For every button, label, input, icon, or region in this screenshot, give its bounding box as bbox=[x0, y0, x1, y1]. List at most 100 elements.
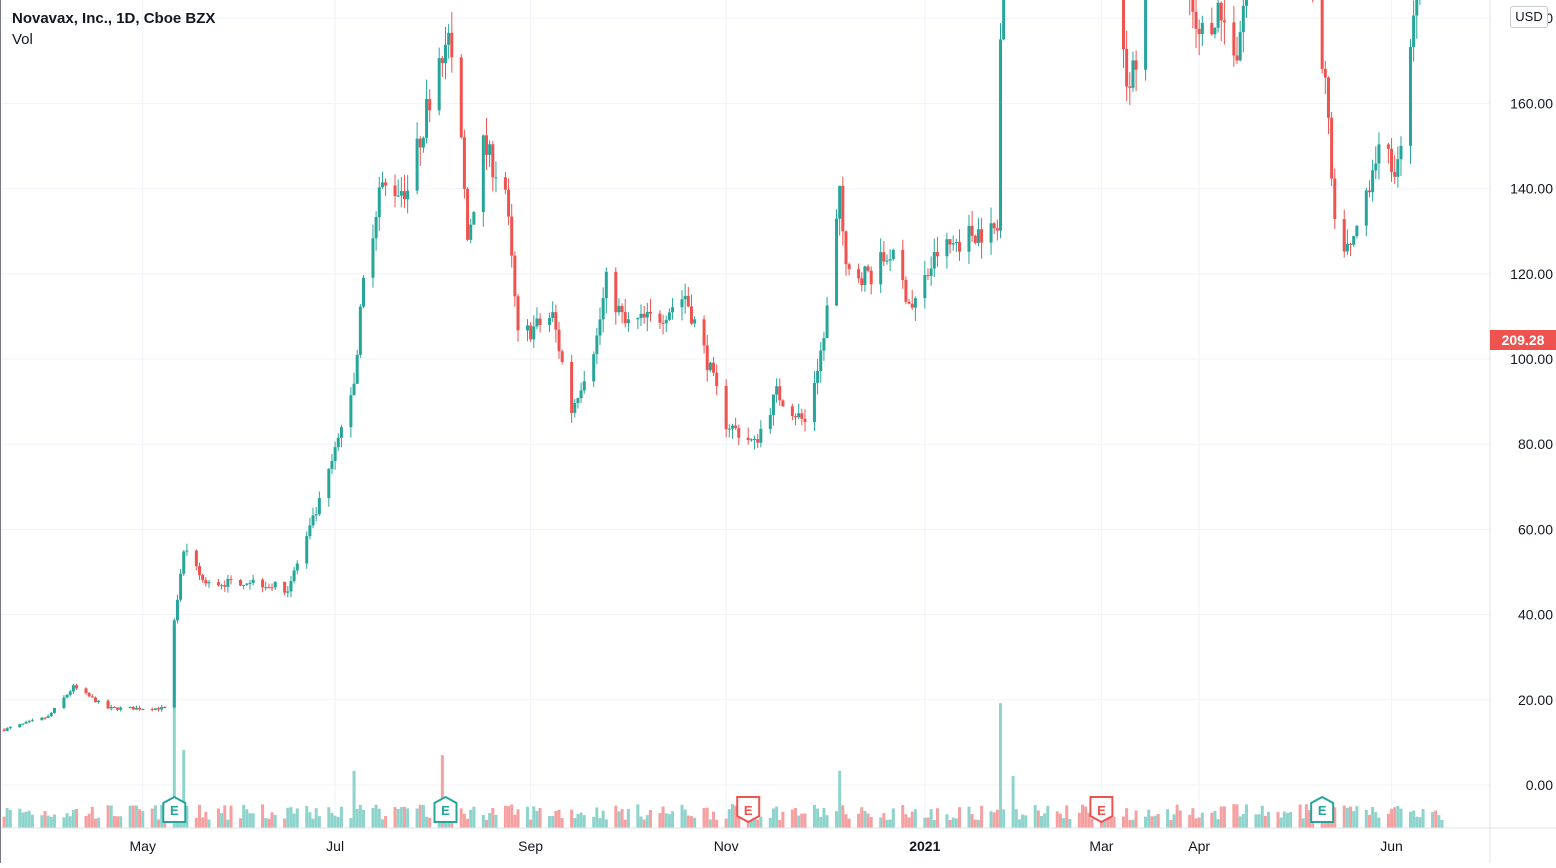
volume-bar bbox=[216, 808, 220, 828]
volume-bar bbox=[1087, 812, 1091, 828]
candle-body bbox=[803, 418, 807, 423]
volume-bar bbox=[418, 804, 422, 828]
candle-body bbox=[693, 319, 697, 324]
candle-body bbox=[261, 579, 265, 588]
candle-body bbox=[1330, 117, 1334, 179]
volume-bars bbox=[2, 625, 1444, 828]
candle-body bbox=[525, 325, 529, 331]
candle-body bbox=[207, 582, 211, 584]
volume-bar bbox=[242, 804, 246, 828]
volume-bar bbox=[790, 809, 794, 828]
volume-bar bbox=[8, 809, 12, 828]
earnings-marker-icon[interactable]: E bbox=[1310, 795, 1335, 823]
volume-bar bbox=[466, 818, 470, 828]
volume-bar bbox=[573, 817, 577, 828]
candle-body bbox=[84, 688, 88, 693]
volume-bar bbox=[27, 810, 31, 828]
candle-body bbox=[1386, 144, 1390, 149]
earnings-marker-icon[interactable]: E bbox=[736, 796, 761, 824]
candle-body bbox=[141, 709, 145, 711]
volume-bar bbox=[951, 817, 955, 828]
candle-body bbox=[835, 218, 839, 306]
volume-bar bbox=[1200, 812, 1204, 828]
volume-bar bbox=[1367, 814, 1371, 828]
candle-body bbox=[270, 587, 274, 589]
volume-bar bbox=[43, 811, 47, 828]
volume-bar bbox=[1178, 810, 1182, 828]
candle-body bbox=[730, 425, 734, 429]
volume-bar bbox=[614, 805, 618, 828]
candle-body bbox=[513, 255, 517, 297]
volume-bar bbox=[153, 805, 157, 828]
volume-bar bbox=[399, 807, 403, 828]
volume-bar bbox=[1257, 814, 1261, 828]
candle-body bbox=[595, 335, 599, 355]
candle-body bbox=[119, 707, 123, 710]
volume-bar bbox=[273, 814, 277, 828]
candle-body bbox=[336, 437, 340, 448]
grid-lines bbox=[0, 0, 1490, 828]
candle-body bbox=[71, 685, 75, 692]
candle-body bbox=[516, 296, 520, 331]
candle-body bbox=[1235, 55, 1239, 61]
volume-bar bbox=[440, 755, 444, 828]
volume-bar bbox=[229, 805, 233, 828]
volume-bar bbox=[705, 807, 709, 828]
volume-bar bbox=[1412, 810, 1416, 828]
earnings-marker-icon[interactable]: E bbox=[162, 795, 187, 823]
volume-bar bbox=[71, 809, 75, 828]
candle-body bbox=[138, 707, 142, 710]
volume-bar bbox=[1175, 804, 1179, 828]
candle-body bbox=[339, 427, 343, 438]
candle-body bbox=[1238, 32, 1242, 61]
volume-bar bbox=[1282, 811, 1286, 828]
earnings-marker-label: E bbox=[170, 803, 179, 818]
volume-bar bbox=[1194, 818, 1198, 828]
volume-bar bbox=[116, 816, 120, 828]
volume-bar bbox=[1216, 819, 1220, 828]
volume-bar bbox=[333, 815, 337, 828]
volume-bar bbox=[980, 805, 984, 828]
volume-bar bbox=[1197, 817, 1201, 828]
candle-body bbox=[598, 319, 602, 336]
candle-body bbox=[1393, 171, 1397, 177]
candle-body bbox=[951, 243, 955, 245]
candle-body bbox=[267, 587, 271, 589]
volume-bar bbox=[1396, 805, 1400, 828]
volume-bar bbox=[1144, 816, 1148, 828]
candle-body bbox=[958, 241, 962, 252]
candle-body bbox=[661, 322, 665, 324]
volume-bar bbox=[182, 750, 186, 828]
candle-body bbox=[109, 706, 113, 709]
candle-body bbox=[614, 271, 618, 313]
volume-bar bbox=[775, 806, 779, 828]
volume-bar bbox=[954, 818, 958, 828]
volume-bar bbox=[371, 807, 375, 828]
volume-bar bbox=[239, 818, 243, 828]
candle-body bbox=[201, 575, 205, 581]
candle-body bbox=[620, 305, 624, 313]
volume-bar bbox=[992, 812, 996, 828]
candle-body bbox=[954, 241, 958, 244]
earnings-marker-icon[interactable]: E bbox=[433, 795, 458, 823]
volume-bar bbox=[554, 810, 558, 828]
volume-bar bbox=[185, 806, 189, 828]
volume-bar bbox=[967, 806, 971, 828]
currency-button[interactable]: USD bbox=[1510, 6, 1548, 28]
candle-body bbox=[292, 570, 296, 582]
candle-body bbox=[5, 728, 9, 731]
candle-body bbox=[503, 177, 507, 190]
earnings-marker-icon[interactable]: E bbox=[1089, 796, 1114, 824]
earnings-marker-label: E bbox=[441, 803, 450, 818]
volume-bar bbox=[1222, 806, 1226, 828]
x-tick-label: Nov bbox=[714, 838, 739, 854]
candle-body bbox=[311, 515, 315, 526]
volume-bar bbox=[491, 807, 495, 828]
volume-bar bbox=[349, 818, 353, 828]
volume-bar bbox=[560, 818, 564, 828]
candle-body bbox=[21, 723, 25, 725]
volume-bar bbox=[339, 806, 343, 828]
candle-body bbox=[245, 583, 249, 585]
